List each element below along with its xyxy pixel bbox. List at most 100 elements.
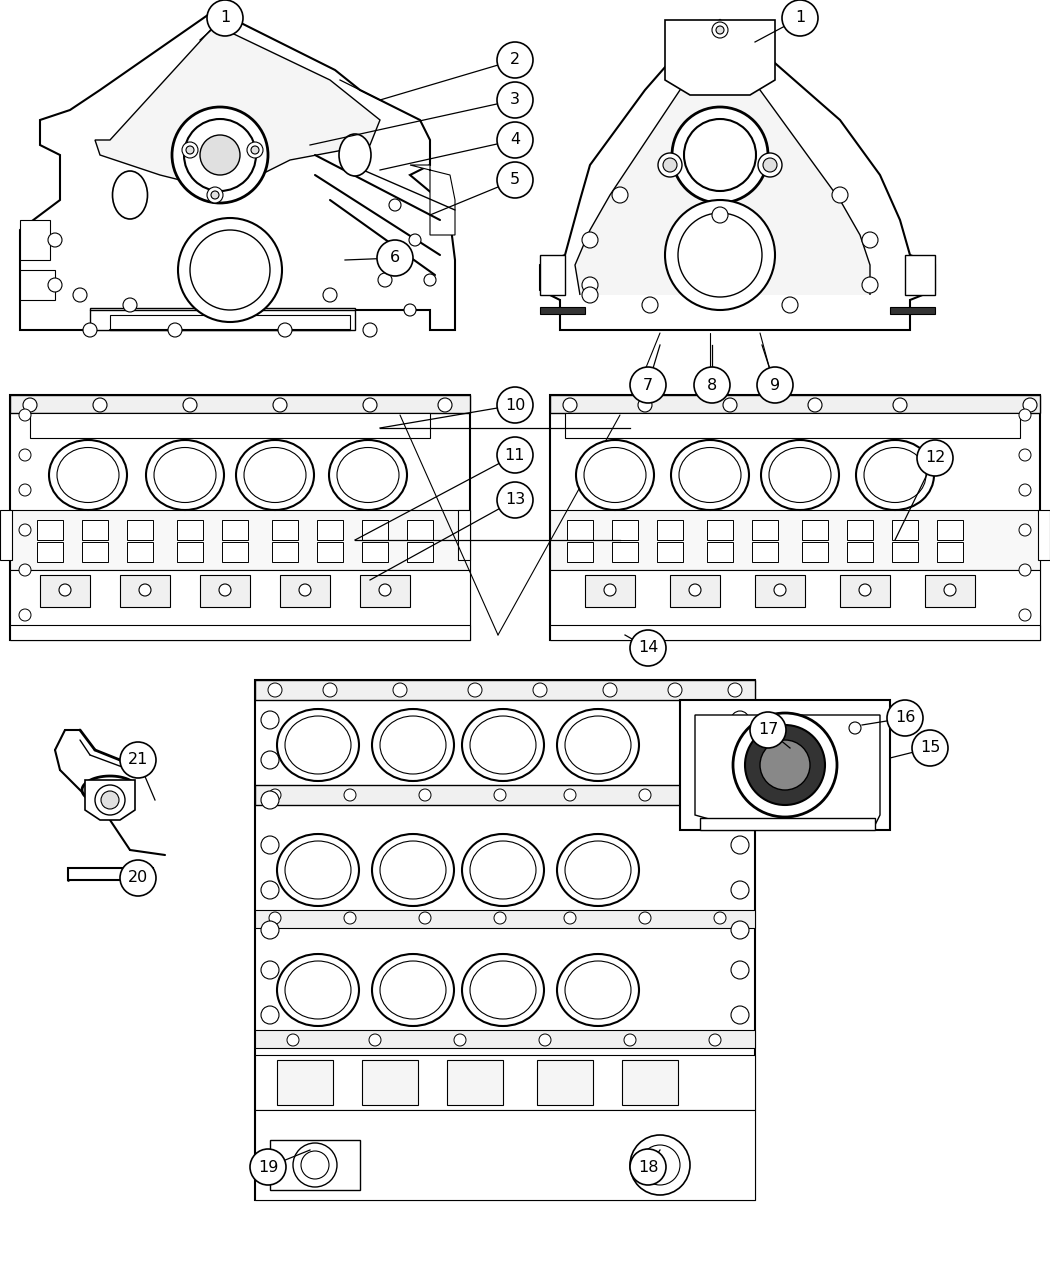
Circle shape <box>278 323 292 337</box>
Ellipse shape <box>372 954 454 1026</box>
Circle shape <box>261 921 279 938</box>
Circle shape <box>94 785 125 815</box>
Circle shape <box>668 683 682 697</box>
Bar <box>10 570 470 640</box>
Bar <box>550 510 1040 570</box>
Circle shape <box>731 711 749 729</box>
Bar <box>752 542 778 562</box>
Ellipse shape <box>556 709 639 782</box>
Circle shape <box>59 584 71 595</box>
Bar <box>270 1140 360 1190</box>
Circle shape <box>19 564 32 576</box>
Circle shape <box>172 107 268 203</box>
Circle shape <box>184 119 256 191</box>
Bar <box>700 819 875 830</box>
Bar <box>585 575 635 607</box>
Circle shape <box>563 398 578 412</box>
Bar <box>200 575 250 607</box>
Text: 15: 15 <box>920 741 940 756</box>
Ellipse shape <box>565 961 631 1019</box>
Circle shape <box>709 1034 721 1046</box>
Circle shape <box>269 912 281 924</box>
Circle shape <box>419 912 430 924</box>
Bar <box>752 520 778 541</box>
Circle shape <box>323 683 337 697</box>
Ellipse shape <box>556 834 639 907</box>
Bar <box>707 520 733 541</box>
Circle shape <box>731 921 749 938</box>
Circle shape <box>182 142 198 158</box>
Text: 9: 9 <box>770 377 780 393</box>
Circle shape <box>539 1034 551 1046</box>
Circle shape <box>261 711 279 729</box>
Bar <box>10 395 470 413</box>
Bar <box>550 625 1040 640</box>
Bar <box>802 542 828 562</box>
Circle shape <box>912 731 948 766</box>
Bar <box>68 868 153 880</box>
Bar <box>10 510 470 570</box>
Ellipse shape <box>470 842 536 899</box>
Bar <box>680 700 890 830</box>
Circle shape <box>293 1142 337 1187</box>
Circle shape <box>630 1135 690 1195</box>
Circle shape <box>369 1034 381 1046</box>
Circle shape <box>564 789 576 801</box>
Circle shape <box>454 1034 466 1046</box>
Circle shape <box>716 26 724 34</box>
Circle shape <box>1018 564 1031 576</box>
Text: 5: 5 <box>510 172 520 187</box>
Circle shape <box>684 119 756 191</box>
Circle shape <box>393 683 407 697</box>
Polygon shape <box>410 164 455 235</box>
Text: 21: 21 <box>128 752 148 768</box>
Bar <box>110 315 350 330</box>
Circle shape <box>207 0 243 36</box>
Circle shape <box>261 961 279 979</box>
Circle shape <box>639 789 651 801</box>
Circle shape <box>323 288 337 302</box>
Bar <box>127 520 153 541</box>
Bar <box>255 1030 755 1048</box>
Circle shape <box>832 187 848 203</box>
Bar <box>222 542 248 562</box>
Circle shape <box>139 584 151 595</box>
Circle shape <box>672 107 768 203</box>
Circle shape <box>665 200 775 310</box>
Circle shape <box>612 187 628 203</box>
Circle shape <box>168 323 182 337</box>
Bar <box>890 307 934 314</box>
Text: 16: 16 <box>895 710 916 725</box>
Bar <box>657 520 682 541</box>
Circle shape <box>774 584 786 595</box>
Circle shape <box>419 789 430 801</box>
Text: 14: 14 <box>637 640 658 655</box>
Circle shape <box>731 881 749 899</box>
Circle shape <box>689 584 701 595</box>
Circle shape <box>207 187 223 203</box>
Circle shape <box>731 751 749 769</box>
Bar <box>550 570 1040 640</box>
Circle shape <box>404 303 416 316</box>
Circle shape <box>23 398 37 412</box>
Circle shape <box>299 584 311 595</box>
Ellipse shape <box>277 834 359 907</box>
Bar <box>707 542 733 562</box>
Circle shape <box>1018 524 1031 536</box>
Circle shape <box>250 1149 286 1184</box>
Polygon shape <box>575 55 870 295</box>
Circle shape <box>19 484 32 496</box>
Circle shape <box>261 790 279 810</box>
Circle shape <box>497 82 533 119</box>
Bar <box>657 542 682 562</box>
Bar <box>177 520 203 541</box>
Bar <box>255 1054 755 1111</box>
Circle shape <box>120 861 156 896</box>
Ellipse shape <box>277 954 359 1026</box>
Circle shape <box>782 297 798 312</box>
Circle shape <box>377 240 413 275</box>
Bar <box>317 520 343 541</box>
Text: 11: 11 <box>505 448 525 463</box>
Circle shape <box>93 398 107 412</box>
Bar <box>10 625 470 640</box>
